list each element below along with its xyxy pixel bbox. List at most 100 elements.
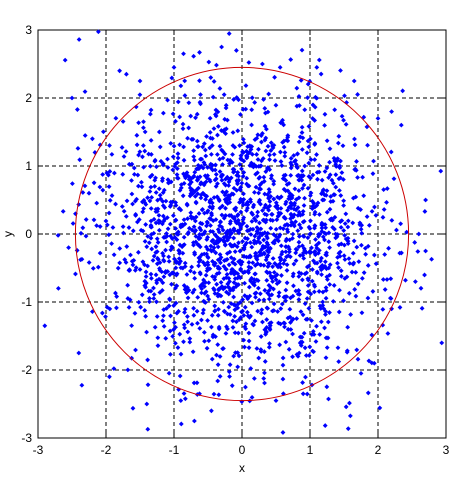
- data-point: [311, 332, 317, 337]
- data-point: [246, 284, 252, 290]
- data-point: [222, 116, 228, 122]
- data-point: [240, 173, 246, 179]
- data-point: [250, 204, 256, 210]
- data-point: [190, 290, 196, 295]
- data-point: [163, 247, 168, 253]
- data-point: [184, 290, 189, 295]
- data-point: [284, 236, 289, 242]
- data-point: [373, 212, 379, 218]
- data-point: [201, 277, 206, 283]
- data-point: [255, 261, 261, 267]
- data-point: [388, 295, 393, 301]
- data-point: [199, 156, 205, 162]
- data-point: [371, 252, 377, 258]
- data-point: [208, 247, 214, 253]
- data-point: [170, 167, 176, 173]
- data-point: [285, 315, 291, 321]
- data-point: [107, 306, 113, 312]
- data-point: [287, 306, 293, 312]
- data-point: [422, 209, 428, 214]
- data-point: [218, 280, 224, 285]
- data-point: [152, 157, 158, 163]
- data-point: [339, 170, 345, 176]
- data-point: [104, 170, 110, 176]
- data-point: [284, 222, 290, 227]
- data-point: [307, 193, 313, 198]
- data-point: [210, 332, 216, 338]
- data-point: [201, 160, 207, 165]
- data-point: [215, 239, 221, 245]
- data-point: [149, 194, 155, 200]
- data-point: [127, 297, 133, 303]
- data-point: [178, 421, 184, 427]
- data-point: [364, 124, 370, 130]
- data-point: [270, 240, 276, 245]
- data-point: [204, 237, 210, 242]
- data-point: [272, 74, 278, 80]
- data-point: [266, 282, 272, 288]
- data-point: [188, 176, 194, 182]
- data-point: [372, 204, 377, 210]
- data-point: [336, 309, 342, 315]
- data-point: [195, 177, 201, 183]
- data-point: [249, 107, 255, 113]
- data-point: [109, 193, 115, 198]
- data-point: [259, 247, 264, 253]
- data-point: [107, 143, 112, 148]
- data-point: [137, 267, 143, 272]
- data-point: [160, 280, 166, 286]
- data-point: [385, 331, 391, 336]
- data-point: [183, 175, 188, 181]
- data-point: [143, 202, 149, 207]
- data-point: [312, 252, 318, 258]
- data-point: [370, 171, 376, 177]
- data-point: [203, 272, 209, 278]
- data-point: [240, 217, 246, 222]
- data-point: [97, 250, 103, 256]
- data-point: [212, 274, 218, 280]
- data-point: [338, 241, 344, 247]
- data-point: [117, 246, 123, 251]
- data-points: [42, 29, 445, 435]
- data-point: [302, 163, 308, 169]
- data-point: [140, 143, 146, 148]
- data-point: [195, 320, 200, 326]
- data-point: [319, 225, 325, 231]
- data-point: [213, 184, 219, 189]
- data-point: [232, 307, 238, 313]
- data-point: [142, 129, 148, 135]
- data-point: [341, 117, 346, 123]
- data-point: [205, 234, 211, 240]
- data-point: [144, 401, 150, 407]
- data-point: [291, 283, 296, 289]
- data-point: [181, 51, 186, 57]
- data-point: [129, 323, 135, 329]
- data-point: [147, 163, 153, 169]
- data-point: [251, 162, 257, 167]
- data-point: [215, 123, 221, 129]
- data-point: [291, 223, 297, 229]
- x-tick-label: 0: [239, 443, 246, 457]
- data-point: [223, 176, 228, 182]
- data-point: [128, 252, 133, 258]
- data-point: [91, 217, 97, 223]
- data-point: [244, 155, 250, 161]
- data-point: [196, 236, 202, 242]
- data-point: [352, 136, 357, 142]
- data-point: [151, 216, 157, 222]
- data-point: [73, 271, 78, 277]
- data-point: [212, 177, 218, 183]
- data-point: [90, 136, 95, 142]
- data-point: [226, 304, 232, 310]
- data-point: [339, 113, 345, 119]
- data-point: [335, 345, 341, 351]
- data-point: [262, 230, 268, 236]
- data-point: [366, 358, 372, 364]
- data-point: [230, 243, 236, 249]
- data-point: [288, 155, 294, 161]
- data-point: [203, 196, 208, 202]
- data-point: [107, 197, 113, 203]
- data-point: [248, 199, 254, 205]
- data-point: [311, 282, 317, 288]
- data-point: [141, 197, 147, 203]
